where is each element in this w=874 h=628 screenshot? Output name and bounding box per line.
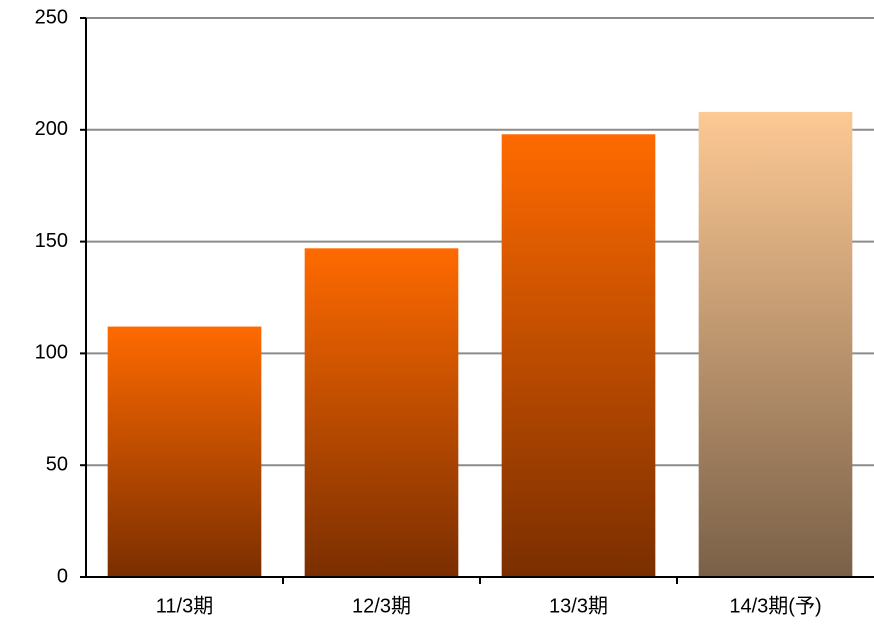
- bar: [501, 134, 656, 577]
- bar: [107, 326, 262, 577]
- bar: [304, 248, 459, 578]
- y-tick-label: 150: [35, 230, 68, 252]
- bar: [698, 111, 853, 578]
- y-tick-label: 200: [35, 118, 68, 140]
- y-tick-label: 0: [57, 565, 68, 587]
- x-tick-label: 11/3期: [156, 595, 213, 617]
- x-tick-label: 13/3期: [549, 595, 608, 617]
- x-tick-label: 14/3期(予): [729, 595, 821, 617]
- x-tick-label: 12/3期: [352, 595, 411, 617]
- y-tick-label: 250: [35, 6, 68, 28]
- y-tick-label: 50: [46, 453, 68, 475]
- y-tick-label: 100: [35, 342, 68, 364]
